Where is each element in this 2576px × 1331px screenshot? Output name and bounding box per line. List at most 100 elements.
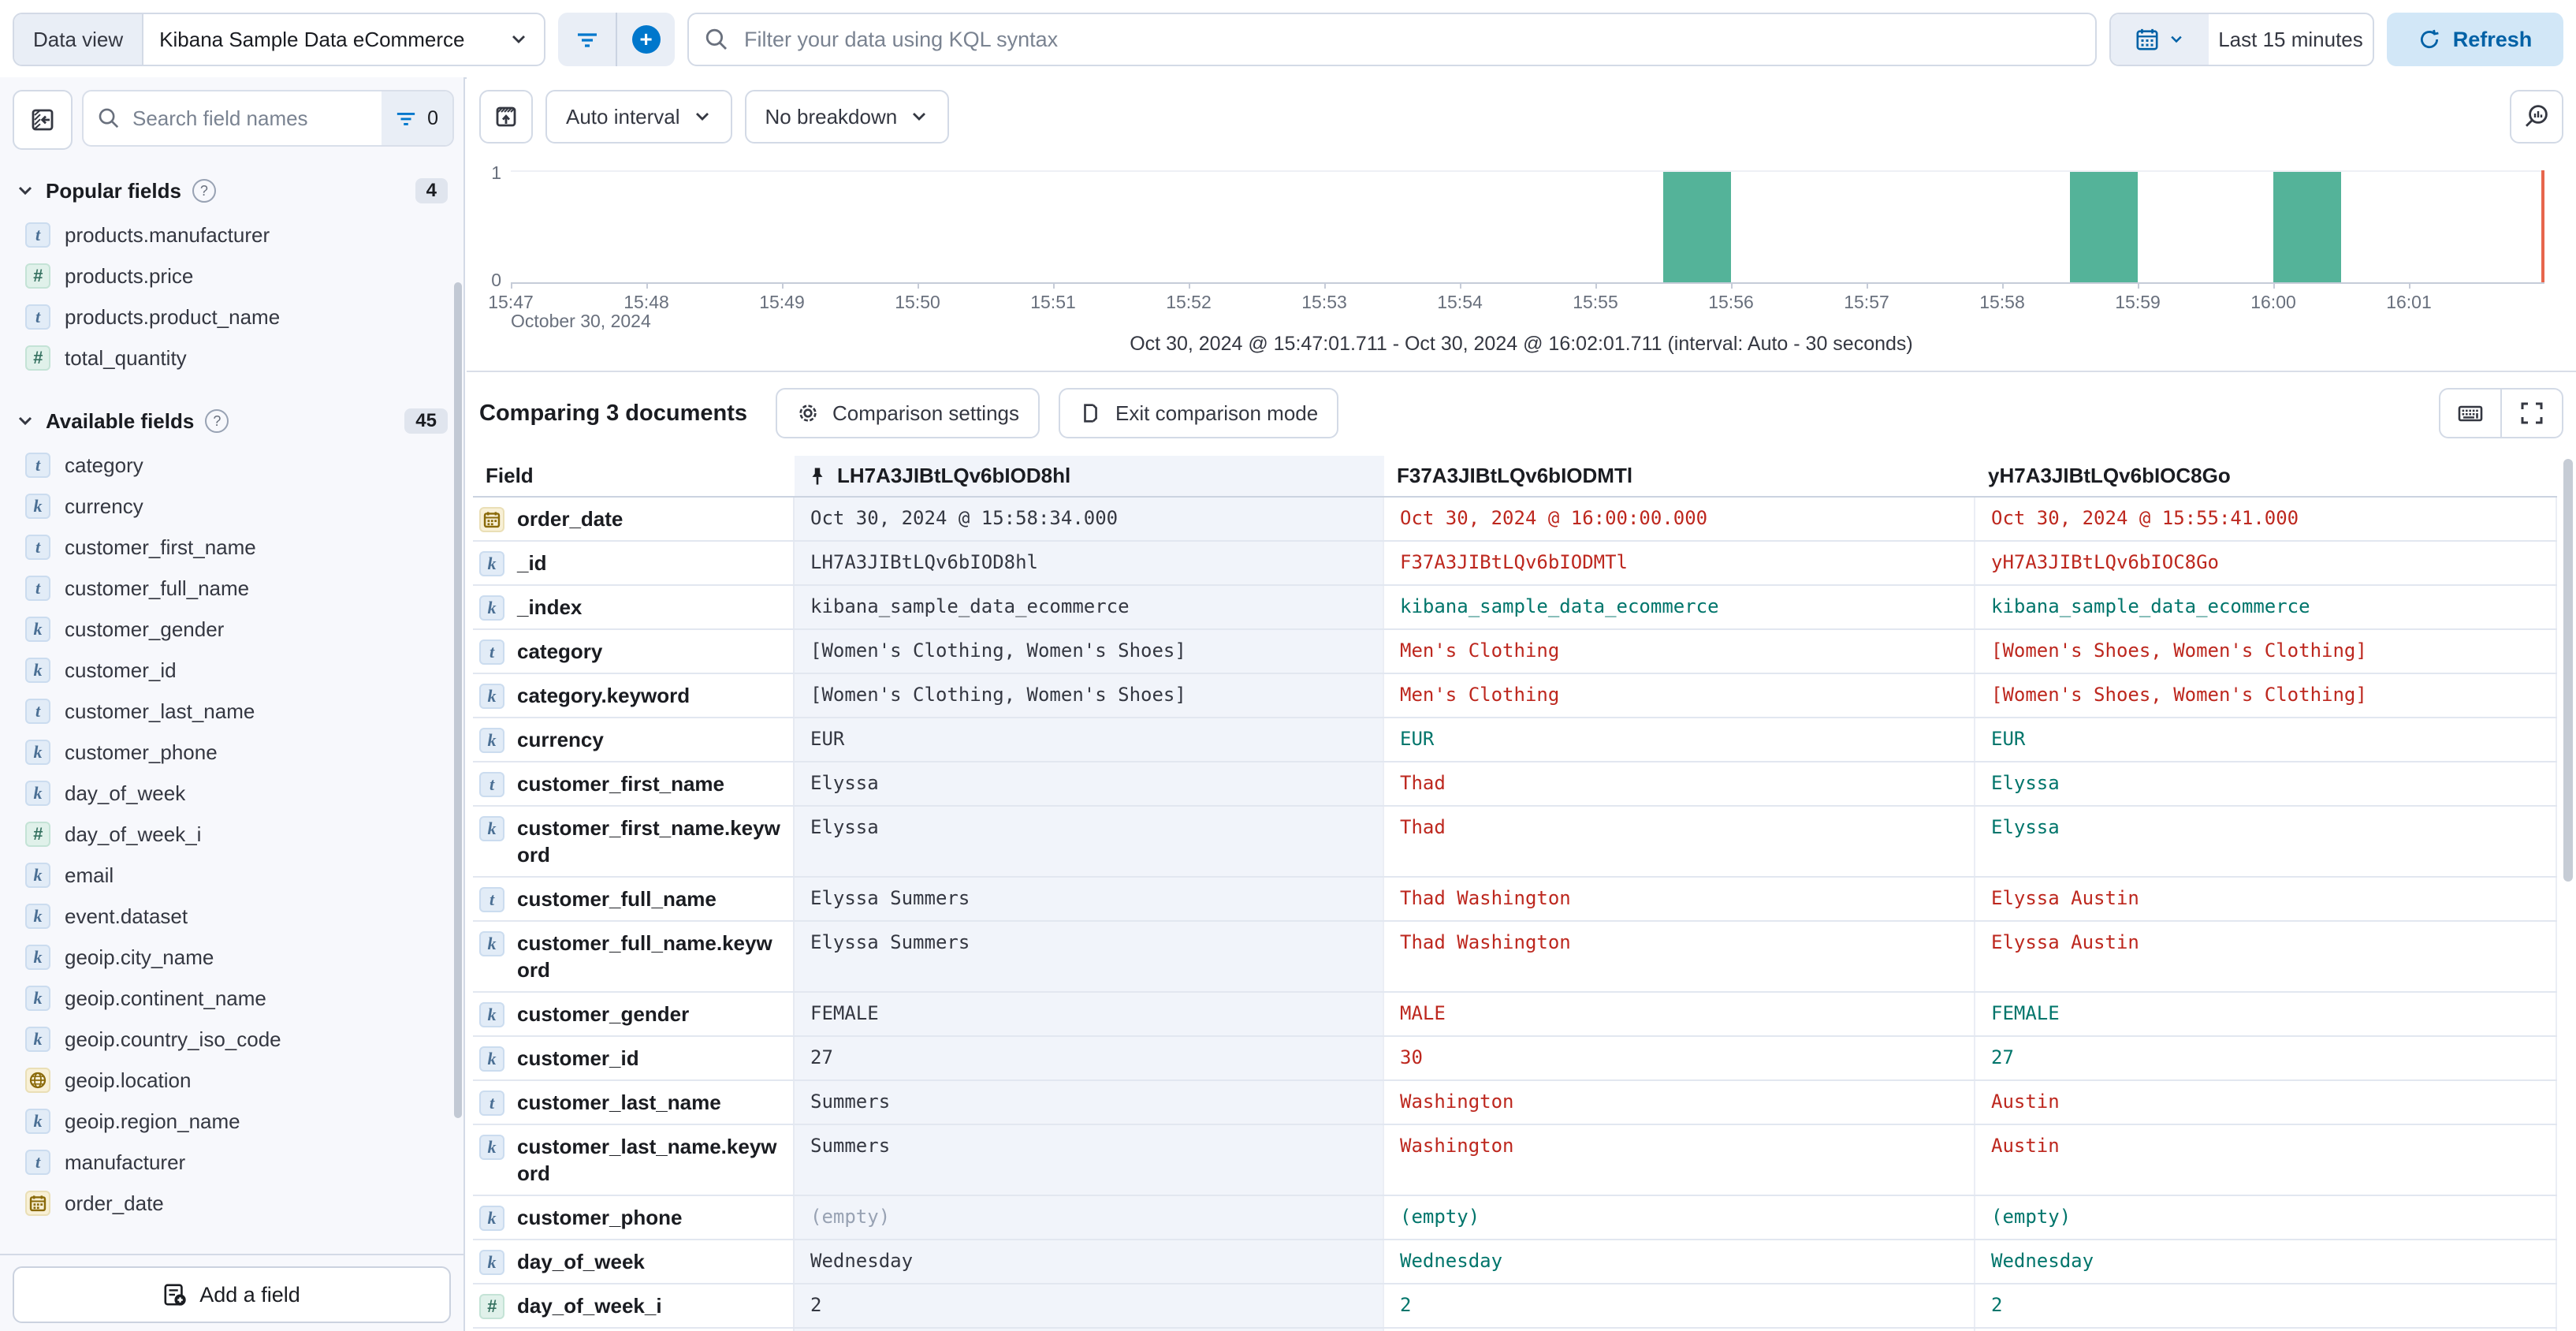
interval-dropdown[interactable]: Auto interval [545, 90, 732, 144]
table-row-customer_first_name[interactable]: t customer_first_name Elyssa Thad Elyssa [473, 762, 2557, 807]
kql-search-input[interactable] [741, 25, 2079, 54]
table-row-customer_last_name.keyword[interactable]: k customer_last_name.keyword Summers Was… [473, 1125, 2557, 1196]
sidebar-field-geoip.country_iso_code[interactable]: k geoip.country_iso_code [0, 1019, 454, 1060]
field-name: customer_full_name.keyword [517, 931, 772, 982]
sidebar-field-day_of_week[interactable]: k day_of_week [0, 773, 454, 814]
keyboard-shortcuts-button[interactable] [2440, 390, 2500, 437]
table-row-customer_full_name.keyword[interactable]: k customer_full_name.keyword Elyssa Summ… [473, 922, 2557, 993]
popular-fields-header[interactable]: Popular fields ? 4 [16, 173, 448, 208]
data-view-picker[interactable]: Data view Kibana Sample Data eCommerce [13, 13, 545, 66]
refresh-icon [2420, 29, 2439, 49]
sidebar-field-geoip.region_name[interactable]: k geoip.region_name [0, 1101, 454, 1142]
histogram-bar-15:55:30[interactable] [1663, 172, 1731, 282]
sidebar-field-geoip.location[interactable]: geoip.location [0, 1060, 454, 1101]
base-document-value: Elyssa Summers [795, 878, 1384, 920]
sidebar-field-products.product_name[interactable]: t products.product_name [0, 296, 454, 337]
sidebar-field-geoip.city_name[interactable]: k geoip.city_name [0, 937, 454, 978]
comparison-settings-button[interactable]: Comparison settings [776, 388, 1040, 438]
field-name: customer_id [517, 1046, 639, 1070]
comparison-value-1: Wednesday [1384, 1240, 1975, 1283]
comparison-value-2: 2 [1975, 1284, 2557, 1327]
add-field-button[interactable]: Add a field [13, 1266, 451, 1323]
field-filter-count: 0 [427, 106, 438, 129]
hide-chart-button[interactable] [479, 90, 533, 144]
x-tick-label: 15:54 [1437, 292, 1483, 312]
sidebar-field-total_quantity[interactable]: # total_quantity [0, 337, 454, 378]
comparison-value-2: Elyssa Austin [1975, 922, 2557, 991]
field-type-icon: k [25, 658, 50, 683]
table-row-customer_first_name.keyword[interactable]: k customer_first_name.keyword Elyssa Tha… [473, 807, 2557, 878]
field-column-header[interactable]: Field [486, 464, 534, 487]
exit-comparison-button[interactable]: Exit comparison mode [1059, 388, 1339, 438]
table-row-category.keyword[interactable]: k category.keyword [Women's Clothing, Wo… [473, 674, 2557, 718]
table-row-email[interactable]: k email elyssa@summers-family.zzz thad@w… [473, 1329, 2557, 1331]
x-axis-date-label: October 30, 2024 [511, 311, 651, 331]
sidebar-field-manufacturer[interactable]: t manufacturer [0, 1142, 454, 1183]
sidebar-field-customer_first_name[interactable]: t customer_first_name [0, 527, 454, 568]
refresh-button[interactable]: Refresh [2387, 13, 2563, 66]
sidebar-field-category[interactable]: t category [0, 445, 454, 486]
time-range-caption: Oct 30, 2024 @ 15:47:01.711 - Oct 30, 20… [1130, 333, 1913, 355]
date-picker-toggle[interactable] [2111, 14, 2209, 65]
table-row-order_date[interactable]: order_date Oct 30, 2024 @ 15:58:34.000 O… [473, 498, 2557, 542]
table-row-customer_gender[interactable]: k customer_gender FEMALE MALE FEMALE [473, 993, 2557, 1037]
sidebar-scrollbar[interactable] [454, 282, 462, 1118]
sidebar-field-products.manufacturer[interactable]: t products.manufacturer [0, 214, 454, 255]
sidebar-field-customer_phone[interactable]: k customer_phone [0, 732, 454, 773]
field-type-icon: t [25, 1150, 50, 1175]
field-cell: # day_of_week_i [473, 1284, 795, 1327]
table-row-_index[interactable]: k _index kibana_sample_data_ecommerce ki… [473, 586, 2557, 630]
x-tick-label: 15:59 [2115, 292, 2161, 312]
histogram-bar-16:00:00[interactable] [2273, 172, 2341, 282]
histogram-plot[interactable]: 15:47 15:48 15:49 15:50 15:51 15:52 15:53 15:54… [488, 170, 2544, 312]
histogram-bar-15:58:30[interactable] [2070, 172, 2138, 282]
time-range-value[interactable]: Last 15 minutes [2218, 27, 2363, 51]
field-name: email [65, 863, 114, 887]
sidebar-field-products.price[interactable]: # products.price [0, 255, 454, 296]
breakdown-dropdown[interactable]: No breakdown [744, 90, 950, 144]
field-search-input[interactable] [129, 104, 382, 132]
table-row-customer_id[interactable]: k customer_id 27 30 27 [473, 1037, 2557, 1081]
base-document-header[interactable]: LH7A3JIBtLQv6bIOD8hl [795, 456, 1384, 496]
table-row-day_of_week_i[interactable]: # day_of_week_i 2 2 2 [473, 1284, 2557, 1329]
fullscreen-button[interactable] [2500, 390, 2562, 437]
field-cell: k day_of_week [473, 1240, 795, 1283]
sidebar-field-customer_full_name[interactable]: t customer_full_name [0, 568, 454, 609]
add-control-button[interactable]: + [616, 13, 675, 66]
table-row-customer_full_name[interactable]: t customer_full_name Elyssa Summers Thad… [473, 878, 2557, 922]
field-filter-button[interactable]: 0 [382, 91, 452, 145]
table-row-currency[interactable]: k currency EUR EUR EUR [473, 718, 2557, 762]
field-name: event.dataset [65, 904, 188, 928]
comparison-document-2-header[interactable]: yH7A3JIBtLQv6bIOC8Go [1988, 464, 2231, 487]
table-row-day_of_week[interactable]: k day_of_week Wednesday Wednesday Wednes… [473, 1240, 2557, 1284]
field-type-icon: t [25, 535, 50, 560]
kql-search-bar[interactable] [687, 13, 2097, 66]
comparison-value-1: MALE [1384, 993, 1975, 1035]
table-scrollbar[interactable] [2563, 459, 2573, 882]
table-row-customer_last_name[interactable]: t customer_last_name Summers Washington … [473, 1081, 2557, 1125]
add-filter-button[interactable] [558, 13, 616, 66]
table-row-_id[interactable]: k _id LH7A3JIBtLQv6bIOD8hl F37A3JIBtLQv6… [473, 542, 2557, 586]
collapse-sidebar-button[interactable] [13, 90, 73, 150]
available-fields-header[interactable]: Available fields ? 45 [16, 404, 448, 438]
sidebar-field-geoip.continent_name[interactable]: k geoip.continent_name [0, 978, 454, 1019]
field-name: total_quantity [65, 345, 187, 370]
field-search[interactable]: 0 [82, 90, 454, 147]
sidebar-field-event.dataset[interactable]: k event.dataset [0, 896, 454, 937]
table-row-category[interactable]: t category [Women's Clothing, Women's Sh… [473, 630, 2557, 674]
table-row-customer_phone[interactable]: k customer_phone (empty) (empty) (empty) [473, 1196, 2557, 1240]
time-range-picker[interactable]: Last 15 minutes [2109, 13, 2374, 66]
comparison-document-1-header[interactable]: F37A3JIBtLQv6bIODMTl [1397, 464, 1633, 487]
sidebar-field-customer_last_name[interactable]: t customer_last_name [0, 691, 454, 732]
sidebar-field-customer_id[interactable]: k customer_id [0, 650, 454, 691]
field-cell: t category [473, 630, 795, 673]
sidebar-field-day_of_week_i[interactable]: # day_of_week_i [0, 814, 454, 855]
sidebar-field-email[interactable]: k email [0, 855, 454, 896]
sidebar-field-order_date[interactable]: order_date [0, 1183, 454, 1224]
fullscreen-icon [2521, 402, 2543, 424]
sidebar-field-customer_gender[interactable]: k customer_gender [0, 609, 454, 650]
field-type-icon: t [25, 453, 50, 478]
help-icon: ? [192, 179, 216, 203]
sidebar-field-currency[interactable]: k currency [0, 486, 454, 527]
explore-in-lens-button[interactable] [2510, 90, 2563, 144]
